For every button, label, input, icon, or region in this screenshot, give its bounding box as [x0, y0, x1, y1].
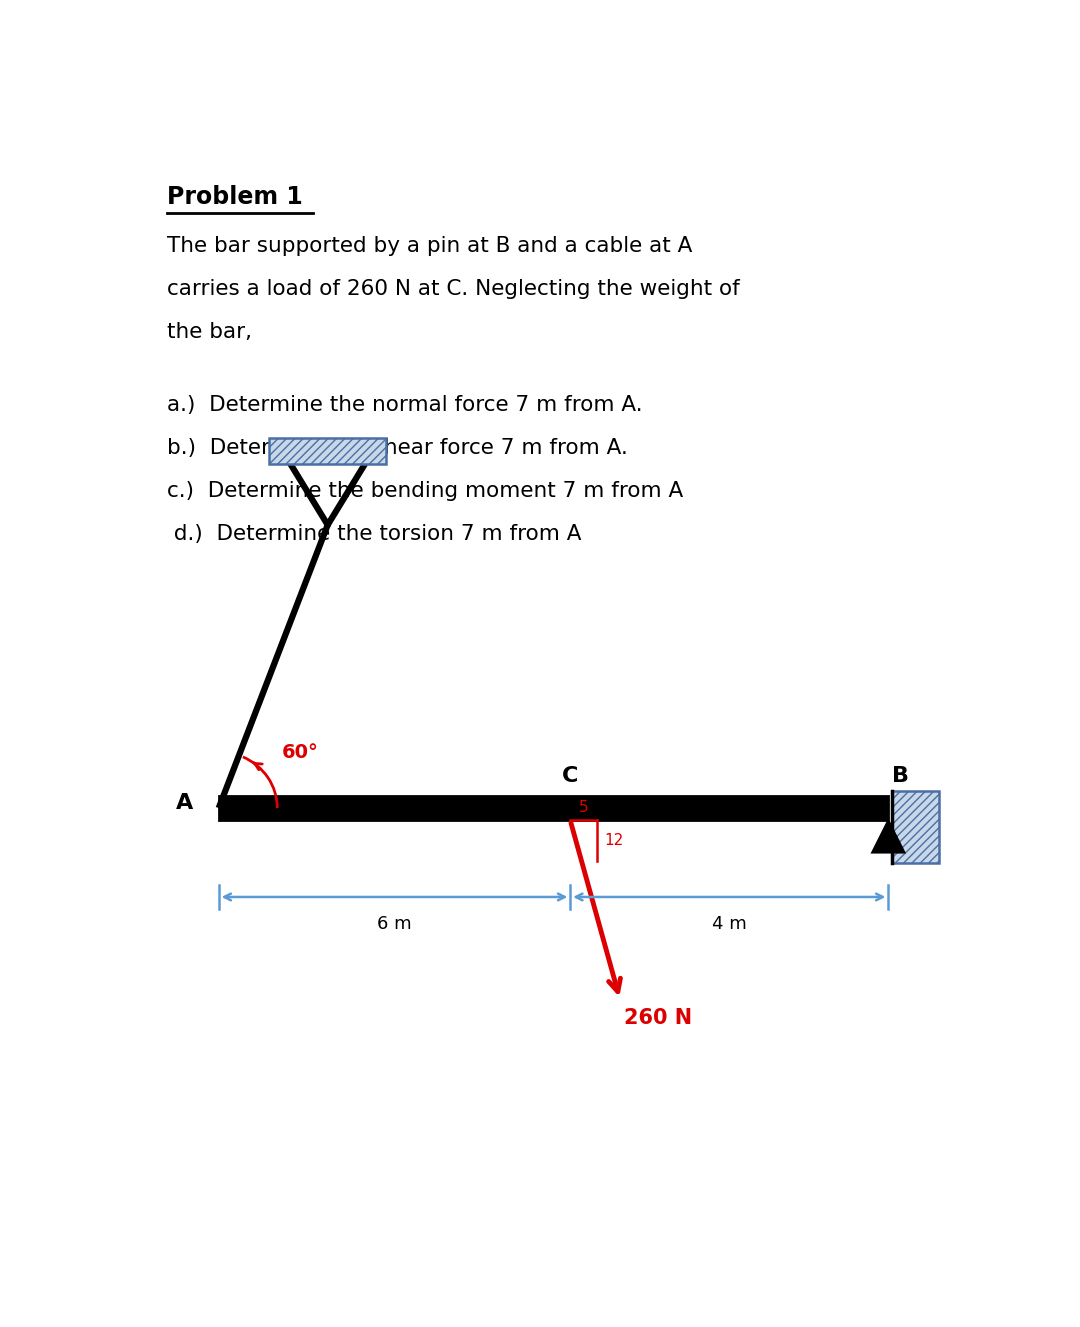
Text: B: B [892, 766, 909, 786]
Polygon shape [873, 820, 904, 852]
Bar [892, 791, 939, 863]
Text: The bar supported by a pin at B and a cable at A: The bar supported by a pin at B and a ca… [166, 236, 692, 256]
Text: 60°: 60° [282, 743, 319, 762]
Text: d.)  Determine the torsion 7 m from A: d.) Determine the torsion 7 m from A [166, 524, 581, 544]
Text: 12: 12 [604, 833, 623, 848]
Bar [269, 438, 386, 463]
Text: b.)  Determine the shear force 7 m from A.: b.) Determine the shear force 7 m from A… [166, 438, 627, 458]
Text: 4 m: 4 m [712, 916, 746, 933]
Text: a.)  Determine the normal force 7 m from A.: a.) Determine the normal force 7 m from … [166, 395, 643, 415]
Text: C: C [562, 766, 579, 786]
Text: 6 m: 6 m [377, 916, 411, 933]
Bar [218, 796, 888, 820]
Text: the bar,: the bar, [166, 321, 252, 342]
Text: carries a load of 260 N at C. Neglecting the weight of: carries a load of 260 N at C. Neglecting… [166, 279, 740, 299]
Text: Problem 1: Problem 1 [166, 184, 302, 208]
Text: A: A [176, 794, 193, 813]
Text: 5: 5 [579, 800, 589, 815]
Text: c.)  Determine the bending moment 7 m from A: c.) Determine the bending moment 7 m fro… [166, 482, 683, 502]
Text: 260 N: 260 N [624, 1007, 692, 1027]
